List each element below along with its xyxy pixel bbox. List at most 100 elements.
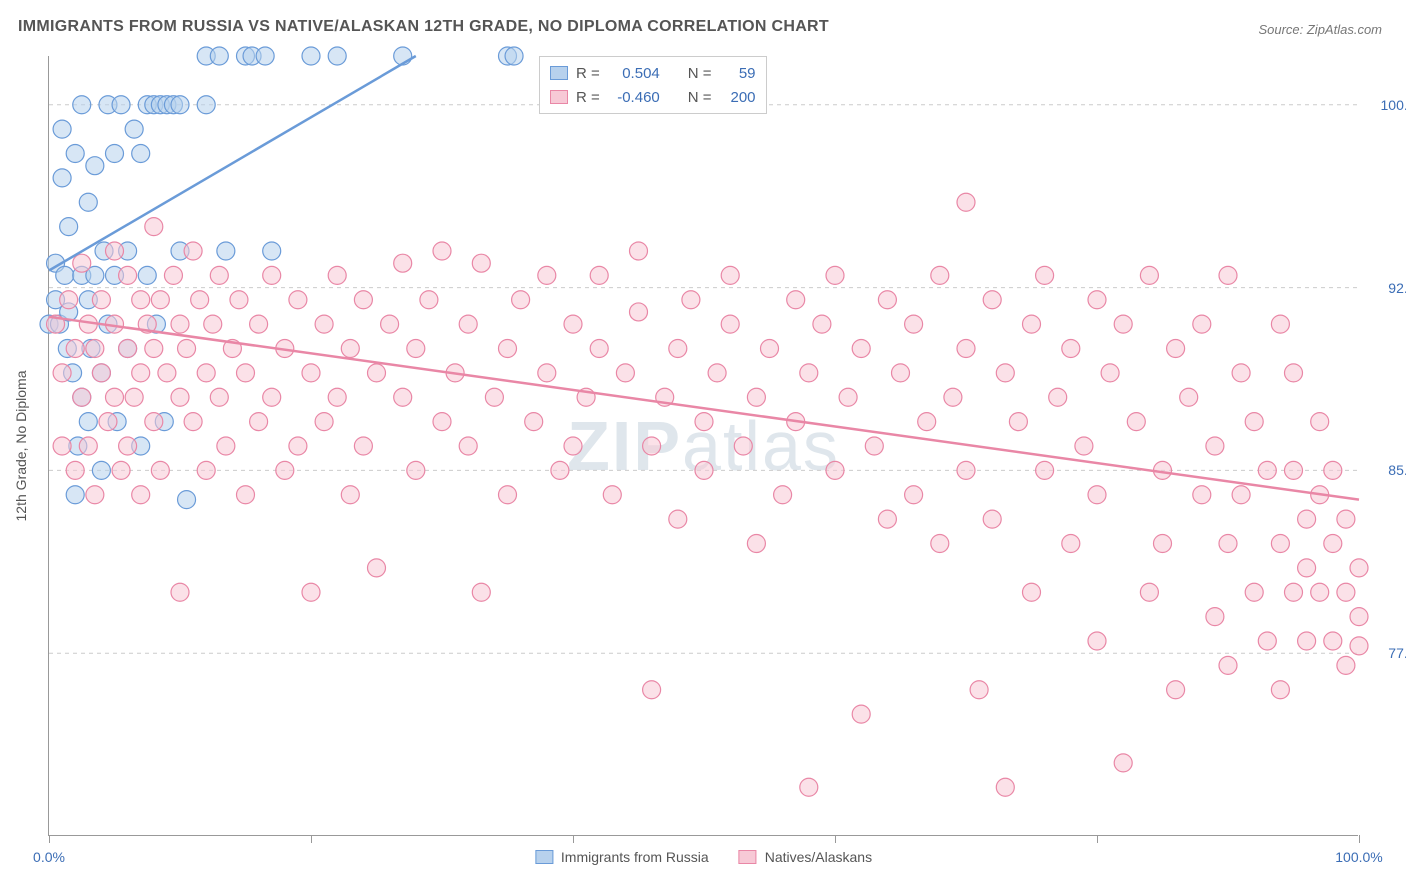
scatter-point [996, 778, 1014, 796]
scatter-point [60, 218, 78, 236]
scatter-point [643, 437, 661, 455]
scatter-point [630, 242, 648, 260]
scatter-point [538, 266, 556, 284]
scatter-point [1088, 632, 1106, 650]
scatter-point [878, 291, 896, 309]
bottom-legend-label: Immigrants from Russia [561, 849, 709, 865]
scatter-point [407, 461, 425, 479]
scatter-point [1311, 583, 1329, 601]
scatter-point [86, 340, 104, 358]
scatter-point [407, 340, 425, 358]
x-tick [311, 835, 312, 843]
scatter-point [1193, 486, 1211, 504]
scatter-point [1193, 315, 1211, 333]
scatter-point [826, 266, 844, 284]
chart-svg [49, 56, 1358, 835]
scatter-point [151, 461, 169, 479]
scatter-point [66, 340, 84, 358]
scatter-point [957, 193, 975, 211]
scatter-point [472, 583, 490, 601]
x-tick [1359, 835, 1360, 843]
scatter-point [1285, 461, 1303, 479]
scatter-point [905, 486, 923, 504]
scatter-point [263, 242, 281, 260]
scatter-point [1350, 637, 1368, 655]
scatter-point [630, 303, 648, 321]
scatter-point [1245, 583, 1263, 601]
scatter-point [119, 266, 137, 284]
scatter-point [1180, 388, 1198, 406]
scatter-point [145, 218, 163, 236]
scatter-point [512, 291, 530, 309]
scatter-point [237, 486, 255, 504]
scatter-point [381, 315, 399, 333]
x-tick-label: 100.0% [1335, 849, 1382, 865]
x-tick [835, 835, 836, 843]
scatter-point [1285, 583, 1303, 601]
scatter-point [328, 47, 346, 65]
scatter-point [60, 291, 78, 309]
scatter-point [905, 315, 923, 333]
scatter-point [178, 340, 196, 358]
scatter-point [53, 364, 71, 382]
scatter-point [1114, 315, 1132, 333]
scatter-point [1088, 486, 1106, 504]
scatter-point [996, 364, 1014, 382]
correlation-legend: R =0.504N =59R =-0.460N =200 [539, 56, 767, 114]
scatter-point [171, 388, 189, 406]
scatter-point [525, 413, 543, 431]
x-tick-label: 0.0% [33, 849, 65, 865]
scatter-point [603, 486, 621, 504]
scatter-point [551, 461, 569, 479]
scatter-point [1101, 364, 1119, 382]
scatter-point [1219, 266, 1237, 284]
scatter-point [774, 486, 792, 504]
chart-title: IMMIGRANTS FROM RUSSIA VS NATIVE/ALASKAN… [18, 18, 829, 36]
legend-swatch [550, 66, 568, 80]
scatter-point [1219, 535, 1237, 553]
scatter-point [112, 96, 130, 114]
scatter-point [368, 559, 386, 577]
scatter-point [957, 340, 975, 358]
scatter-point [485, 388, 503, 406]
scatter-point [164, 266, 182, 284]
scatter-point [1298, 632, 1316, 650]
scatter-point [852, 705, 870, 723]
scatter-point [1023, 583, 1041, 601]
scatter-point [1167, 681, 1185, 699]
scatter-point [394, 388, 412, 406]
scatter-point [53, 437, 71, 455]
scatter-point [747, 388, 765, 406]
scatter-point [1127, 413, 1145, 431]
scatter-point [158, 364, 176, 382]
scatter-point [472, 254, 490, 272]
scatter-point [1206, 608, 1224, 626]
scatter-point [73, 96, 91, 114]
scatter-point [1219, 656, 1237, 674]
scatter-point [112, 461, 130, 479]
scatter-point [56, 266, 74, 284]
scatter-point [1036, 461, 1054, 479]
scatter-point [368, 364, 386, 382]
scatter-point [983, 291, 1001, 309]
scatter-point [171, 583, 189, 601]
scatter-point [1271, 535, 1289, 553]
scatter-point [505, 47, 523, 65]
legend-swatch [535, 850, 553, 864]
scatter-point [86, 486, 104, 504]
y-tick-label: 85.0% [1368, 462, 1406, 478]
scatter-point [433, 413, 451, 431]
scatter-point [315, 315, 333, 333]
scatter-point [184, 413, 202, 431]
scatter-point [852, 340, 870, 358]
scatter-point [302, 364, 320, 382]
scatter-point [721, 315, 739, 333]
scatter-point [1023, 315, 1041, 333]
legend-r-label: R = [576, 65, 600, 82]
scatter-point [708, 364, 726, 382]
scatter-point [1337, 583, 1355, 601]
scatter-point [459, 315, 477, 333]
scatter-point [341, 486, 359, 504]
scatter-point [302, 583, 320, 601]
legend-n-value: 200 [720, 89, 756, 106]
